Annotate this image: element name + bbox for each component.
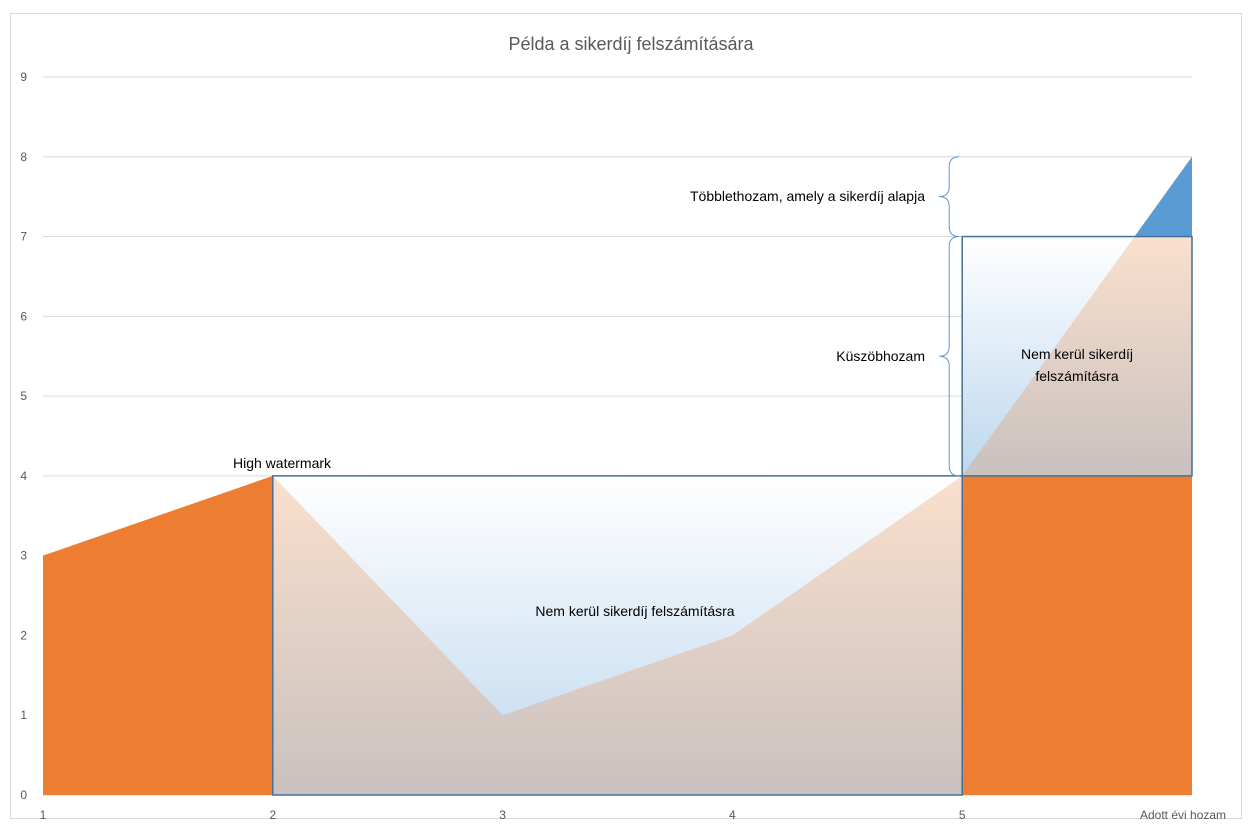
excess-label: Többlethozam, amely a sikerdíj alapja [690,188,925,204]
x-axis-label: Adott évi hozam [1140,808,1226,822]
y-tick-9: 9 [20,70,27,84]
chart-title: Példa a sikerdíj felszámítására [508,34,754,54]
y-tick-4: 4 [20,469,27,483]
excess-triangle [1134,156,1192,237]
y-tick-1: 1 [20,708,27,722]
region-right-border [961,235,1193,477]
region-main-overlay [272,475,963,795]
region-main-border [272,475,963,796]
x-axis-ticks: 1 2 3 4 5 [40,808,966,822]
x-tick-2: 2 [269,808,276,822]
region-main-area-clip [272,475,963,795]
high-watermark-label: High watermark [233,455,332,471]
region-right-label-line1: Nem kerül sikerdíj [1021,346,1133,362]
region-right-area-clip [962,236,1192,476]
y-tick-7: 7 [20,230,27,244]
x-tick-4: 4 [729,808,736,822]
excess-brace [939,156,960,238]
x-tick-3: 3 [499,808,506,822]
region-right-overlay [962,236,1192,476]
x-tick-5: 5 [959,808,966,822]
threshold-label: Küszöbhozam [836,348,925,364]
y-tick-3: 3 [20,549,27,563]
y-tick-8: 8 [20,150,27,164]
threshold-brace [939,236,960,477]
region-main-label: Nem kerül sikerdíj felszámításra [535,603,734,619]
region-right-label-line2: felszámításra [1035,368,1118,384]
x-tick-1: 1 [40,808,47,822]
y-tick-2: 2 [20,628,27,642]
chart-frame [10,13,1242,819]
y-tick-6: 6 [20,309,27,323]
y-tick-5: 5 [20,389,27,403]
y-axis-ticks: 0 1 2 3 4 5 6 7 8 9 [20,70,27,802]
y-tick-0: 0 [20,788,27,802]
